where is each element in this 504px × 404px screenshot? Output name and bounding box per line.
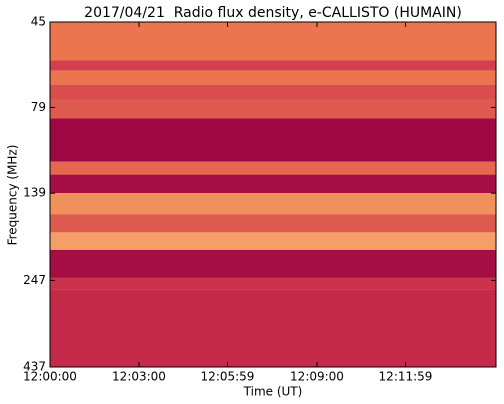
heatmap-cell (50, 161, 496, 175)
y-axis-label: Frequency (MHz) (6, 145, 20, 246)
heatmap-cell (50, 289, 496, 367)
heatmap-cell (50, 60, 496, 71)
heatmap-cell (50, 84, 496, 100)
x-tick-label: 12:05:59 (201, 370, 255, 384)
heatmap-cell (50, 70, 496, 85)
y-tick-label: 437 (23, 360, 46, 374)
y-tick-label: 79 (31, 100, 46, 114)
x-tick-label: 12:03:00 (112, 370, 166, 384)
heatmap-cell (50, 99, 496, 119)
heatmap-cell (50, 174, 496, 194)
x-axis-label: Time (UT) (243, 385, 303, 399)
heatmap-cell (50, 277, 496, 290)
y-tick-label: 247 (23, 273, 46, 287)
heatmap-cell (50, 22, 496, 61)
x-tick-label: 12:09:00 (290, 370, 344, 384)
heatmap-cell (50, 214, 496, 233)
heatmap-cell (50, 249, 496, 278)
y-tick-label: 45 (31, 15, 46, 29)
y-tick-label: 139 (23, 186, 46, 200)
chart-title: 2017/04/21 Radio flux density, e-CALLIST… (84, 5, 462, 21)
plot-frame (49, 21, 497, 368)
heatmap-cell (50, 118, 496, 162)
x-tick-label: 12:11:59 (379, 370, 433, 384)
heatmap-cell (50, 193, 496, 215)
heatmap-cell (50, 232, 496, 250)
x-tick-label: 12:00:00 (23, 370, 77, 384)
